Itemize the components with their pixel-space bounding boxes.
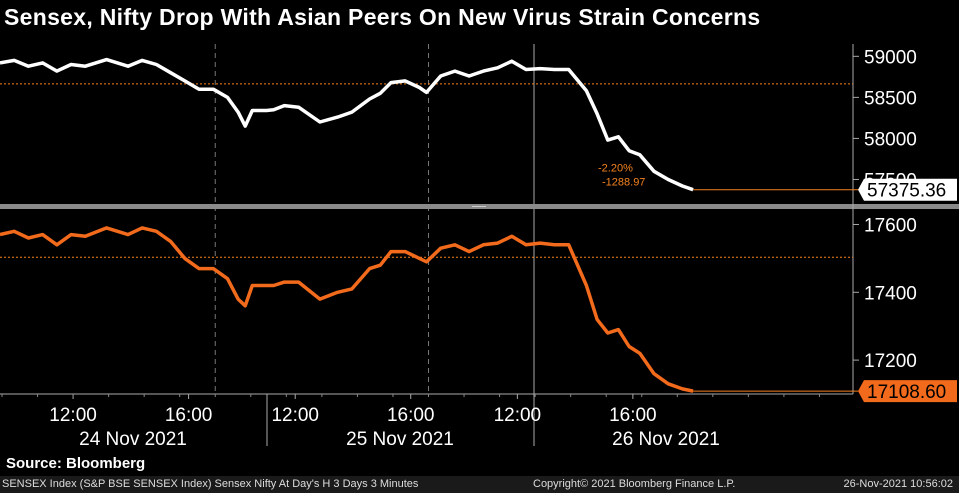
x-tick-label: 16:00	[387, 405, 435, 426]
x-tick-label: 16:00	[609, 405, 657, 426]
x-tick-label: 12:00	[271, 405, 319, 426]
last-value-badge	[858, 380, 957, 403]
x-day-label: 25 Nov 2021	[346, 429, 454, 450]
nifty-panel: 17200 17400 17600 17108.60	[0, 215, 957, 403]
last-value-badge	[858, 178, 957, 201]
footer-description: SENSEX Index (S&P BSE SENSEX Index) Sens…	[2, 478, 419, 490]
last-value-label: 17108.60	[867, 382, 946, 403]
annotation-pct: -2.20%	[598, 163, 633, 175]
footer-background	[0, 476, 959, 493]
footer-copyright: Copyright© 2021 Bloomberg Finance L.P.	[533, 478, 736, 490]
y-tick-label: 58500	[864, 88, 917, 109]
footer-bar: SENSEX Index (S&P BSE SENSEX Index) Sens…	[0, 476, 959, 493]
page-title: Sensex, Nifty Drop With Asian Peers On N…	[4, 4, 761, 30]
last-value-label: 57375.36	[867, 181, 946, 202]
x-tick-label: 12:00	[49, 405, 97, 426]
y-tick-label: 17600	[864, 215, 917, 236]
x-day-label: 24 Nov 2021	[79, 429, 187, 450]
footer-timestamp: 26-Nov-2021 10:56:02	[843, 478, 953, 490]
annotation-change: -1288.97	[602, 177, 645, 189]
x-tick-label: 12:00	[494, 405, 542, 426]
x-tick-label: 16:00	[165, 405, 213, 426]
y-tick-label: 59000	[864, 47, 917, 68]
sensex-series-line	[0, 57, 694, 192]
nifty-series-line	[0, 226, 694, 393]
sensex-panel: 5750058000585005900057375.36	[0, 47, 957, 202]
x-day-label: 26 Nov 2021	[612, 429, 720, 450]
source-label: Source: Bloomberg	[6, 455, 146, 472]
y-tick-label: 17200	[864, 351, 917, 372]
y-tick-label: 58000	[864, 129, 917, 150]
y-tick-label: 17400	[864, 283, 917, 304]
